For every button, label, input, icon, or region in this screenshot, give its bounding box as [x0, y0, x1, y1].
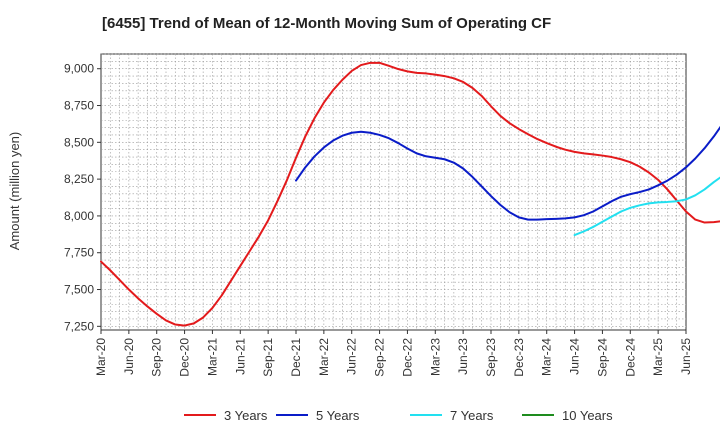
x-tick-label: Dec-20	[178, 338, 192, 377]
legend-label: 7 Years	[450, 408, 494, 423]
plot-area	[100, 53, 687, 331]
x-tick-label: Jun-20	[122, 338, 136, 375]
x-tick-label: Dec-21	[289, 338, 303, 377]
legend: 3 Years 5 Years 7 Years 10 Years	[184, 408, 613, 423]
x-tick-label: Jun-24	[568, 338, 582, 375]
y-tick-label: 7,500	[64, 283, 94, 297]
x-tick-label: Sep-21	[261, 338, 275, 377]
x-tick-label: Mar-23	[428, 338, 442, 376]
series-line-7-years	[573, 176, 720, 237]
x-tick-label: Sep-22	[373, 338, 387, 377]
y-tick-label: 7,750	[64, 246, 94, 260]
y-tick-label: 8,500	[64, 135, 94, 149]
x-tick-label: Jun-21	[233, 338, 247, 375]
y-tick-label: 9,000	[64, 62, 94, 76]
x-tick-label: Mar-25	[651, 338, 665, 376]
x-tick-label: Mar-21	[205, 338, 219, 376]
x-tick-label: Dec-22	[400, 338, 414, 377]
series-line-3-years	[100, 61, 720, 327]
plot-frame	[100, 53, 687, 331]
x-tick-label: Dec-24	[623, 338, 637, 377]
y-tick-label: 8,250	[64, 172, 94, 186]
x-tick-label: Sep-24	[595, 338, 609, 377]
x-tick-label: Sep-23	[484, 338, 498, 377]
y-tick-label: 7,250	[64, 319, 94, 333]
x-tick-label: Mar-22	[317, 338, 331, 376]
y-tick-label: 8,750	[64, 99, 94, 113]
x-tick-label: Jun-25	[679, 338, 693, 375]
x-tick-label: Jun-23	[456, 338, 470, 375]
y-tick-label: 8,000	[64, 209, 94, 223]
legend-label: 10 Years	[562, 408, 613, 423]
x-tick-label: Sep-20	[150, 338, 164, 377]
x-tick-label: Mar-24	[540, 338, 554, 376]
x-tick-label: Jun-22	[345, 338, 359, 375]
x-tick-label: Mar-20	[94, 338, 108, 376]
legend-label: 5 Years	[316, 408, 360, 423]
x-tick-label: Dec-23	[512, 338, 526, 377]
series-line-5-years	[295, 125, 720, 221]
y-axis-label: Amount (million yen)	[7, 132, 22, 251]
chart-title: [6455] Trend of Mean of 12-Month Moving …	[102, 15, 551, 32]
x-axis: Mar-20 Jun-20 Sep-20 Dec-20 Mar-21 Jun-21 Sep-…	[94, 330, 693, 377]
y-axis: 7,250 7,500 7,750 8,000 8,250 8,500 8,750 9,000	[64, 62, 101, 333]
gridlines	[101, 53, 686, 330]
series-lines	[100, 61, 720, 327]
legend-label: 3 Years	[224, 408, 268, 423]
